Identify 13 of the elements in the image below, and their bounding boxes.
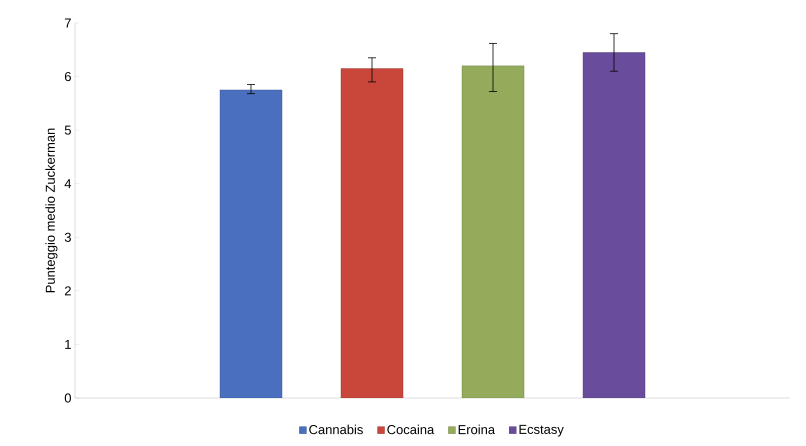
legend-label: Ecstasy xyxy=(520,424,564,437)
legend-label: Cocaina xyxy=(387,424,434,434)
y-tick-label: 5 xyxy=(64,126,71,135)
y-tick-label: 4 xyxy=(64,179,72,188)
y-tick-label: 0 xyxy=(64,393,71,403)
y-tick-label: 2 xyxy=(64,286,71,296)
y-tick-label: 3 xyxy=(64,232,71,242)
y-tick-label: 6 xyxy=(64,72,71,82)
y-axis-title: Punteggio medio Zuckerman xyxy=(45,128,58,292)
y-tick-label: 1 xyxy=(65,340,71,349)
y-tick-label: 7 xyxy=(64,18,71,28)
legend-label: Cannabis xyxy=(309,424,363,434)
legend-label: Eroina xyxy=(458,424,496,434)
